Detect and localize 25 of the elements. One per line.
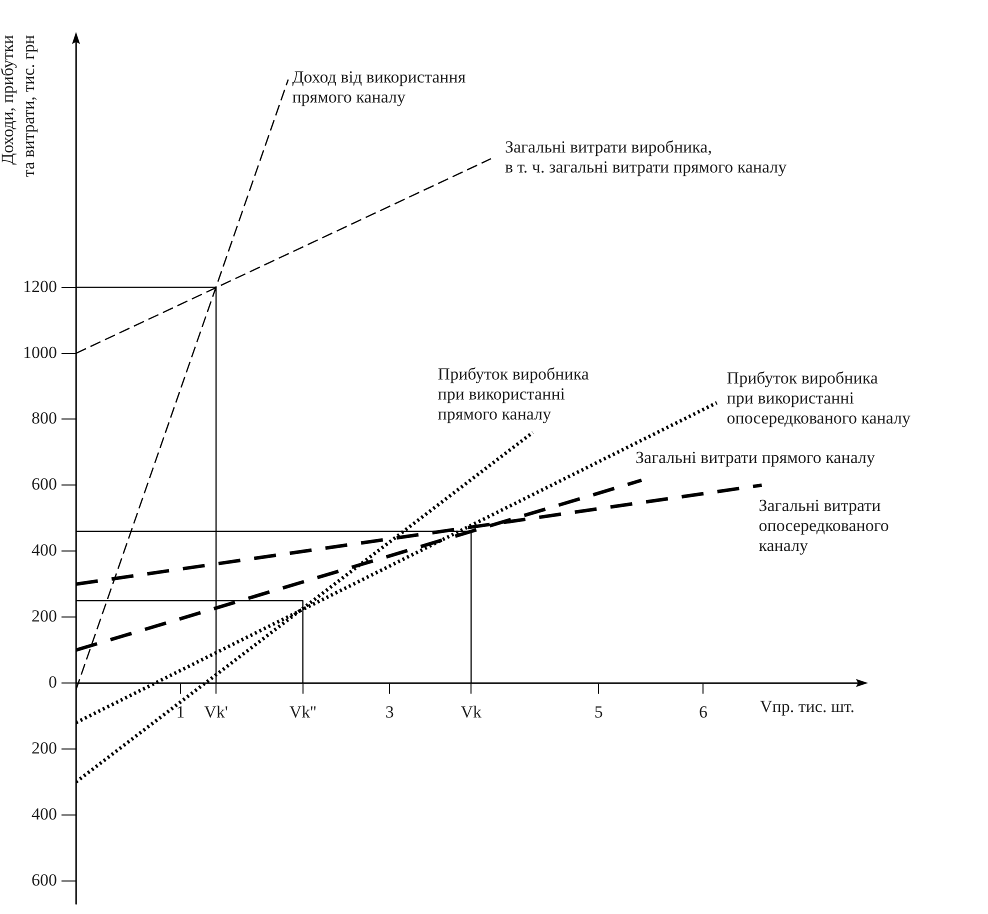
y-tick-label: 600 xyxy=(32,870,57,890)
x-tick-label: Vk' xyxy=(204,702,228,722)
x-tick-label: 1 xyxy=(176,702,185,722)
y-tick-label: 200 xyxy=(32,606,57,626)
series-label: Загальні витрати прямого каналу xyxy=(636,448,876,468)
x-tick-label: Vk'' xyxy=(289,702,316,722)
y-tick-label: 800 xyxy=(32,408,57,428)
text: Прибуток виробника при використанні прямого каналу xyxy=(438,364,590,424)
x-tick-label: 6 xyxy=(698,702,708,722)
series-label: Загальні витрати опосередкованого каналу xyxy=(758,496,889,556)
x-tick-label: Vk xyxy=(460,702,482,722)
y-tick-label: 400 xyxy=(32,540,57,560)
y-tick-label: 1200 xyxy=(23,276,57,296)
series-label: Доход від використання прямого каналу xyxy=(292,68,466,107)
y-tick-label: 0 xyxy=(48,672,57,692)
y-tick-label: 600 xyxy=(32,474,57,494)
y-tick-label: 1000 xyxy=(23,342,57,362)
y-tick-label: 200 xyxy=(32,738,57,758)
x-tick-label: 3 xyxy=(385,702,394,722)
x-axis-title: Vпр. тис. шт. xyxy=(760,697,854,716)
y-axis-title: Доходи, прибутки та витрати, тис. грн xyxy=(0,35,38,177)
series-label: Загальні витрати виробника, в т. ч. загальні витрати прямого каналу xyxy=(504,138,788,177)
x-tick-label: 5 xyxy=(594,702,603,722)
series-label: Прибуток виробника при використанні опосередкованого каналу xyxy=(726,368,912,428)
y-tick-label: 400 xyxy=(32,804,57,824)
